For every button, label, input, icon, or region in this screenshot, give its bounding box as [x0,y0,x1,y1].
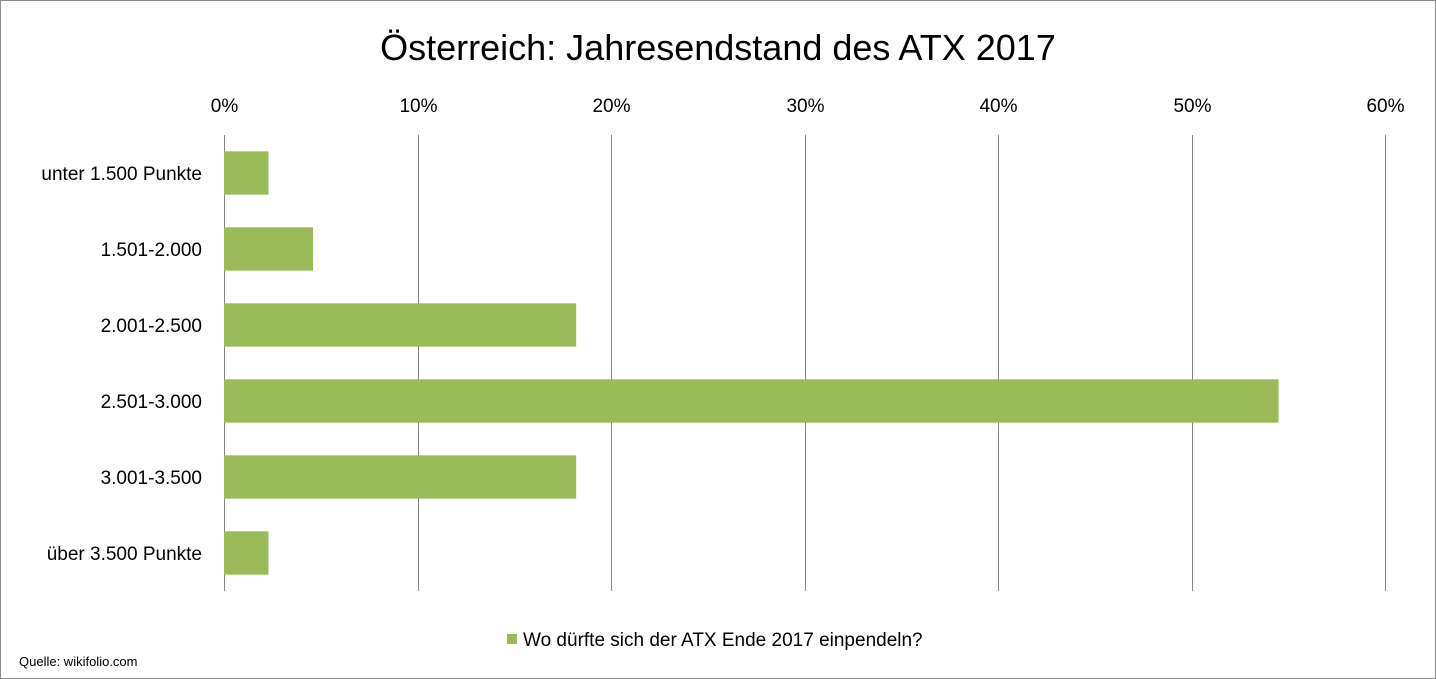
category-label: 2.001-2.500 [101,316,202,337]
chart-title: Österreich: Jahresendstand des ATX 2017 [380,27,1056,68]
x-tick-label: 60% [1366,96,1404,117]
x-tick-label: 10% [399,96,437,117]
category-label: 2.501-3.000 [101,392,202,413]
x-tick-label: 30% [786,96,824,117]
x-tick-label: 20% [592,96,630,117]
source-note: Quelle: wikifolio.com [19,654,138,669]
x-axis-ticks: 0% 10% 20% 30% 40% 50% 60% [211,96,1405,117]
legend-swatch [507,634,517,644]
bar [224,455,577,499]
bar [224,379,1279,423]
category-labels: unter 1.500 Punkte 1.501-2.000 2.001-2.500… [41,164,202,565]
bar [224,151,269,195]
bar [224,303,577,347]
category-label: unter 1.500 Punkte [41,164,202,185]
gridlines [224,135,1386,591]
x-tick-label: 50% [1173,96,1211,117]
bar [224,531,269,575]
x-tick-label: 40% [979,96,1017,117]
x-tick-label: 0% [211,96,239,117]
category-label: 3.001-3.500 [101,468,202,489]
category-label: 1.501-2.000 [101,240,202,261]
bars [224,151,1279,575]
legend-label: Wo dürfte sich der ATX Ende 2017 einpend… [523,630,923,651]
category-label: über 3.500 Punkte [47,544,202,565]
bar [224,227,314,271]
